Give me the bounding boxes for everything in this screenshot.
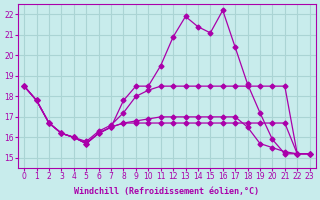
X-axis label: Windchill (Refroidissement éolien,°C): Windchill (Refroidissement éolien,°C) [74,187,260,196]
